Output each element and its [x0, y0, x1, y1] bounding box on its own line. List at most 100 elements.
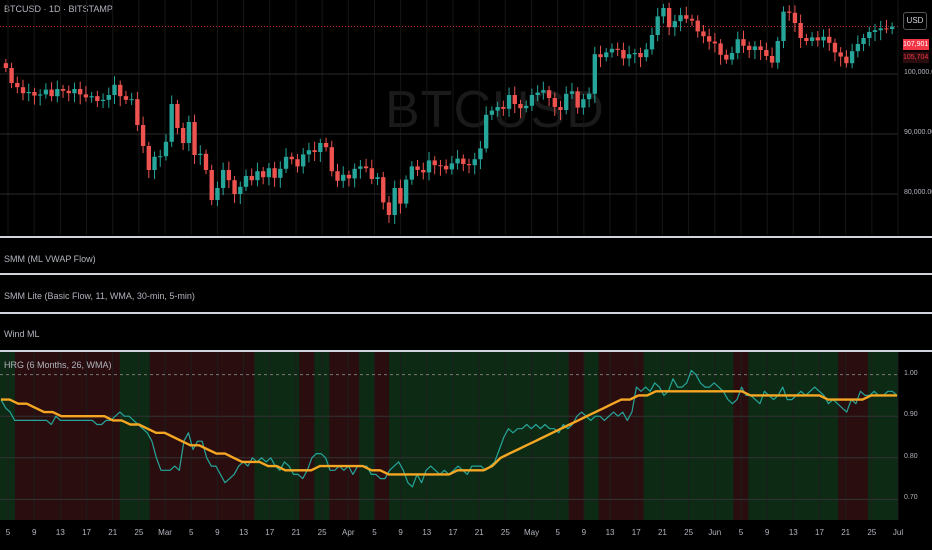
candle-body — [72, 89, 77, 94]
currency-button[interactable]: USD — [903, 12, 927, 30]
candle-body — [78, 89, 83, 95]
candle-body — [421, 170, 426, 173]
candle-body — [764, 50, 769, 56]
prev-price-tag: 105,704.00 — [903, 52, 929, 63]
candle-body — [552, 98, 557, 107]
time-axis-label: Jun — [708, 528, 722, 537]
time-axis-label: 25 — [317, 528, 327, 537]
time-axis-label: 21 — [291, 528, 301, 537]
candle-body — [466, 164, 472, 166]
time-axis-label: 9 — [764, 528, 770, 537]
time-axis-label: 17 — [82, 528, 91, 537]
regime-band — [688, 352, 704, 520]
candle-body — [175, 104, 180, 128]
time-axis-label: 21 — [841, 528, 851, 537]
candle-body — [192, 122, 197, 155]
time-axis-label: 5 — [5, 528, 11, 537]
regime-band — [823, 352, 839, 520]
candle-body — [575, 91, 580, 108]
hrg-chart[interactable] — [0, 352, 932, 520]
price-chart[interactable] — [0, 0, 932, 235]
candle-body — [60, 89, 66, 91]
candle-body — [849, 51, 855, 64]
candle-body — [66, 90, 71, 94]
candle-body — [209, 170, 214, 200]
candle-body — [758, 46, 763, 50]
regime-band — [89, 352, 106, 520]
candle-body — [678, 15, 683, 22]
regime-band — [134, 352, 151, 520]
candle-body — [289, 156, 294, 160]
candle-body — [604, 52, 609, 58]
hrg-label[interactable]: HRG (6 Months, 26, WMA) — [4, 360, 112, 370]
smm-lite-label[interactable]: SMM Lite (Basic Flow, 11, WMA, 30-min, 5… — [4, 291, 195, 301]
regime-band — [493, 352, 510, 520]
candle-body — [666, 8, 672, 28]
time-axis-label: 21 — [657, 528, 667, 537]
regime-band — [119, 352, 136, 520]
candle-body — [741, 39, 746, 46]
symbol-label[interactable]: BTCUSD · 1D · BITSTAMP — [4, 4, 113, 14]
smm-ml-pane[interactable]: SMM (ML VWAP Flow) — [0, 238, 932, 273]
candle-body — [381, 177, 386, 203]
time-axis-label: Mar — [158, 528, 172, 537]
wind-ml-pane[interactable]: Wind ML — [0, 314, 932, 350]
price-axis-label: 100,000.00 — [904, 69, 932, 76]
regime-band — [389, 352, 405, 520]
pane-divider[interactable] — [0, 273, 932, 275]
candle-body — [775, 41, 780, 63]
candle-body — [478, 148, 483, 160]
regime-band — [808, 352, 824, 520]
candle-body — [735, 39, 740, 53]
candle-body — [215, 188, 220, 200]
time-axis-label: 13 — [605, 528, 615, 537]
regime-band — [478, 352, 495, 520]
candle-body — [369, 168, 374, 179]
candle-body — [146, 146, 151, 170]
regime-band — [239, 352, 255, 520]
candle-body — [781, 11, 786, 42]
candle-body — [278, 168, 283, 178]
candle-body — [472, 159, 477, 166]
candle-body — [43, 89, 49, 95]
candle-body — [861, 38, 866, 44]
time-axis-label: 17 — [265, 528, 275, 537]
candle-body — [363, 166, 369, 169]
regime-band — [74, 352, 91, 520]
regime-band — [374, 352, 390, 520]
regime-band — [673, 352, 689, 520]
regime-band — [14, 352, 31, 520]
candle-body — [524, 105, 529, 109]
pane-divider[interactable] — [0, 350, 932, 352]
candle-body — [609, 48, 615, 53]
pane-divider[interactable] — [0, 312, 932, 314]
candle-body — [186, 122, 192, 143]
candle-body — [318, 143, 323, 152]
candle-body — [558, 107, 563, 110]
candle-body — [3, 63, 9, 68]
regime-band — [583, 352, 600, 520]
candle-body — [706, 36, 712, 42]
wind-ml-label[interactable]: Wind ML — [4, 329, 40, 339]
regime-band — [643, 352, 660, 520]
candle-body — [341, 174, 346, 181]
regime-band — [269, 352, 285, 520]
pane-divider[interactable] — [0, 236, 932, 238]
candle-body — [787, 11, 792, 13]
candle-body — [358, 166, 363, 169]
candle-body — [695, 20, 700, 32]
regime-band — [868, 352, 884, 520]
hrg-axis-label: 0.70 — [904, 494, 918, 502]
regime-band — [434, 352, 450, 520]
smm-lite-pane[interactable]: SMM Lite (Basic Flow, 11, WMA, 30-min, 5… — [0, 275, 932, 312]
candle-body — [426, 160, 432, 173]
time-axis-label: 13 — [422, 528, 432, 537]
candle-body — [203, 153, 209, 170]
candle-body — [129, 99, 134, 101]
candle-body — [855, 44, 861, 52]
smm-ml-label[interactable]: SMM (ML VWAP Flow) — [4, 254, 96, 264]
regime-band — [284, 352, 300, 520]
last-price-tag: 107,901.00 — [903, 39, 929, 50]
candle-body — [238, 186, 243, 194]
candle-body — [718, 43, 723, 55]
